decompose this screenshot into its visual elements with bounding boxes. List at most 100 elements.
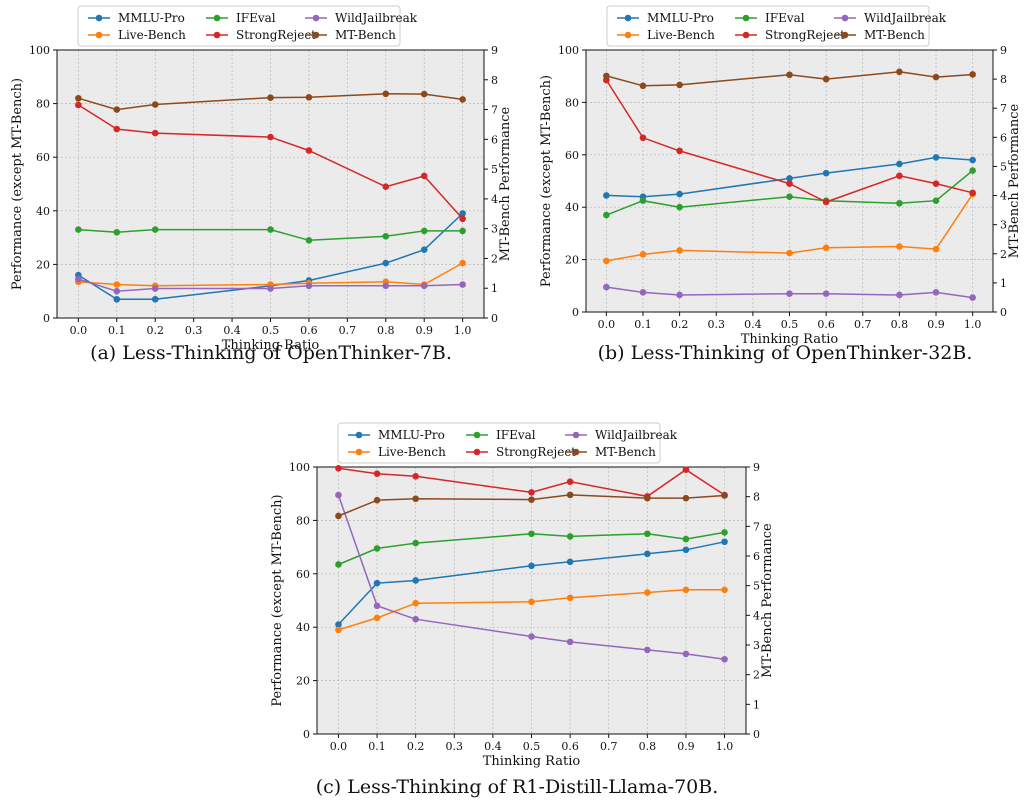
legend-label: WildJailbreak [335, 11, 418, 25]
data-point [644, 646, 651, 654]
x-tick-label: 0.2 [671, 318, 689, 331]
chart-panel-1: 0.0 0.1 0.2 0.3 0.4 0.5 0.6 0.7 0.8 0.9 1.00204060… [539, 5, 1022, 364]
data-point [639, 134, 647, 142]
data-point [412, 495, 419, 503]
legend-marker [572, 431, 580, 439]
data-point [420, 246, 428, 253]
y2-tick-label: 2 [1000, 248, 1007, 261]
data-point [676, 190, 683, 198]
data-point [786, 71, 793, 79]
data-point [373, 614, 381, 622]
data-point [151, 101, 159, 108]
data-point [113, 295, 121, 303]
legend-marker [473, 448, 481, 456]
y-tick-label: 40 [565, 201, 579, 214]
data-point [566, 533, 574, 540]
y-tick-label: 100 [289, 461, 310, 474]
legend-label: IFEval [236, 11, 276, 25]
legend-box [77, 5, 401, 47]
data-point [822, 290, 830, 297]
data-point [335, 512, 342, 520]
x-tick-label: 0.1 [368, 740, 386, 753]
data-point [932, 289, 940, 296]
series-line-ifeval [338, 531, 725, 566]
y-tick-label: 80 [565, 96, 579, 109]
data-point [676, 203, 683, 211]
legend-label: StrongReject [236, 28, 316, 42]
data-point [267, 285, 274, 292]
x-tick-label: 0.7 [600, 740, 618, 753]
data-point [676, 81, 683, 89]
y-axis-label: Performance (except MT-Bench) [539, 75, 554, 287]
data-point [335, 491, 342, 499]
x-tick-label: 0.5 [262, 324, 280, 337]
figure-caption: (a) Less-Thinking of OpenThinker-7B. [90, 342, 452, 364]
legend-label: MT-Bench [595, 445, 656, 459]
data-point [603, 72, 610, 80]
data-point [639, 82, 647, 90]
y-tick-label: 20 [296, 675, 310, 688]
data-point [151, 226, 159, 233]
data-point [373, 496, 381, 504]
y-tick-label: 40 [296, 621, 310, 634]
y2-tick-label: 3 [753, 639, 760, 652]
x-tick-label: 0.4 [744, 318, 762, 331]
series-line-mt-bench [78, 93, 463, 111]
y-tick-label: 40 [36, 205, 50, 218]
chart-panel-0: 0.0 0.1 0.2 0.3 0.4 0.5 0.6 0.7 0.8 0.9 1.00204060… [10, 5, 513, 364]
y2-tick-label: 6 [491, 133, 498, 146]
data-point [603, 211, 610, 219]
y2-tick-label: 8 [491, 74, 498, 87]
data-point [420, 172, 428, 180]
legend-label: MMLU-Pro [118, 11, 185, 25]
y2-axis-label: MT-Bench Performance [760, 523, 775, 678]
data-point [969, 294, 976, 301]
series-line-ifeval [606, 169, 974, 216]
x-tick-label: 0.6 [561, 740, 579, 753]
data-point [373, 545, 381, 552]
series-line-strongreject [77, 104, 464, 220]
data-point [113, 287, 121, 295]
x-tick-label: 0.8 [377, 324, 395, 337]
y-tick-label: 0 [572, 306, 579, 319]
x-tick-label: 0.3 [185, 324, 203, 337]
data-point [896, 199, 903, 207]
data-point [822, 244, 830, 252]
data-point [305, 94, 313, 101]
y-tick-label: 100 [558, 44, 579, 57]
data-point [682, 586, 690, 594]
legend-label: StrongReject [765, 28, 845, 42]
data-point [682, 546, 690, 554]
x-tick-label: 0.5 [781, 318, 799, 331]
y-axis-label: Performance (except MT-Bench) [270, 494, 285, 706]
series-line-wildjailbreak [606, 286, 973, 299]
data-point [822, 75, 830, 83]
data-point [896, 172, 903, 180]
data-point [335, 621, 342, 628]
data-point [412, 473, 419, 480]
data-point [335, 561, 342, 568]
data-point [305, 236, 313, 244]
y-tick-label: 0 [43, 312, 50, 325]
series-line-live-bench [338, 589, 725, 631]
x-tick-label: 1.0 [964, 318, 982, 331]
y-tick-label: 100 [29, 44, 50, 57]
data-point [267, 94, 274, 101]
figure-caption: (c) Less-Thinking of R1-Distill-Llama-70… [316, 776, 719, 798]
data-point [644, 530, 651, 538]
data-point [603, 257, 610, 265]
data-point [528, 489, 535, 496]
data-point [682, 535, 690, 543]
y-tick-label: 60 [296, 568, 310, 581]
data-point [113, 281, 121, 288]
legend-marker [95, 31, 103, 39]
y2-tick-label: 4 [491, 193, 498, 206]
legend-marker [742, 31, 750, 39]
data-point [822, 198, 830, 206]
series-line-ifeval [78, 228, 463, 242]
y2-tick-label: 7 [491, 104, 498, 117]
data-point [151, 295, 159, 303]
series-line-mmlu-pro [606, 156, 973, 198]
data-point [786, 175, 793, 182]
